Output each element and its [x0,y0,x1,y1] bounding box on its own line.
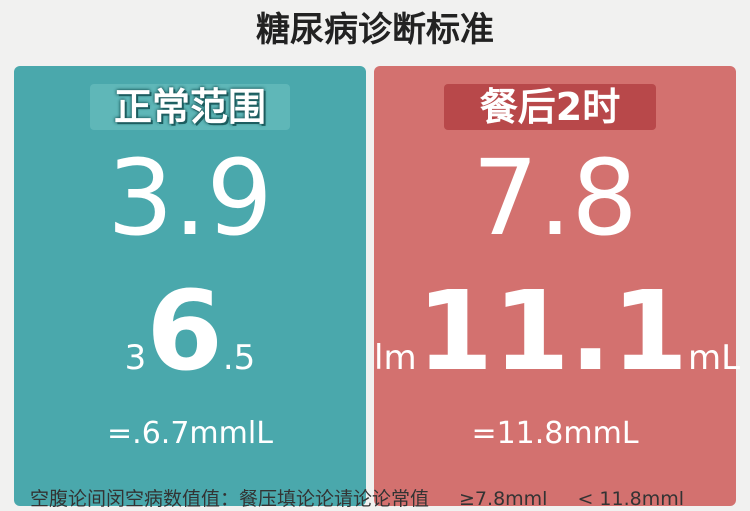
page: {"header": {"title": "糖尿病诊断标准"}, "panels… [14,10,741,510]
panel-footer: =11.8mmL [471,416,639,451]
panel-label: 餐后2时 [444,84,656,130]
note-range-low: ≥7.8mml [459,488,548,510]
sub-main: 11.1 [416,267,688,395]
sub-right: .5 [222,338,256,378]
note-range-high: < 11.8mml [577,488,685,510]
bottom-note: 空腹论间闵空病数值值：餐压填论论请论论常值 ≥7.8mml < 11.8mml [30,484,714,511]
sub-main: 6 [146,267,223,395]
panel-value: 7.8 [472,137,638,259]
note-text: 空腹论间闵空病数值值：餐压填论论请论论常值 [30,488,430,510]
panel: 餐后2时 7.8 lm11.1mL =11.8mmL [374,66,740,506]
panel: 正常范围 3.9 36.5 =.6.7mmlL [14,66,366,506]
panel-value: 3.9 [107,137,273,259]
panel-sub: 36.5 [14,271,366,391]
panel-sub: lm11.1mL [374,271,740,391]
panel-footer: =.6.7mmlL [107,416,273,451]
sub-right: mL [687,338,741,378]
sub-left: lm [374,338,417,378]
title: 糖尿病诊断标准 [256,10,494,50]
sub-left: 3 [124,338,147,378]
panel-label: 正常范围 [90,84,290,130]
